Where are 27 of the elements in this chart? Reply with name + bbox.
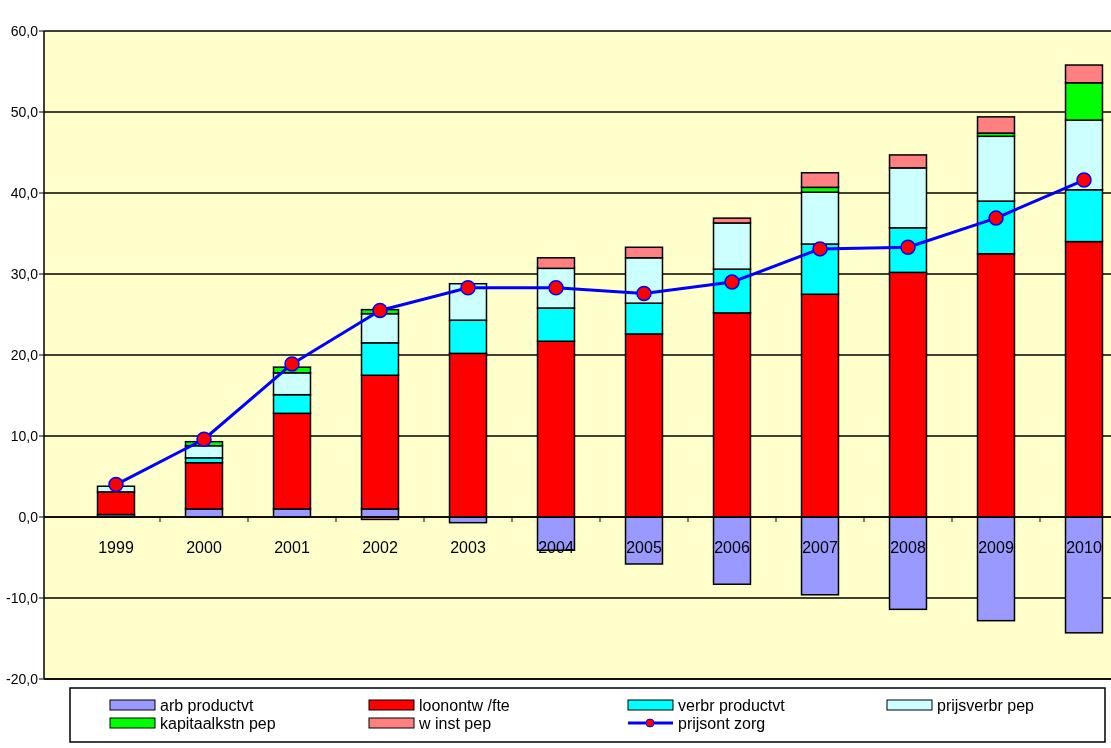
legend-label: loonontw /fte xyxy=(419,696,510,714)
legend-label: prijsverbr pep xyxy=(937,696,1035,714)
x-tick-label: 2001 xyxy=(274,539,310,556)
x-tick-label: 2007 xyxy=(802,539,838,556)
y-tick-label: 60,0 xyxy=(10,23,39,39)
y-tick-label: 30,0 xyxy=(10,266,39,282)
y-tick-label: -10,0 xyxy=(6,590,39,606)
y-tick-label: 20,0 xyxy=(10,347,39,363)
x-tick-label: 2008 xyxy=(890,539,926,556)
y-tick-label: 10,0 xyxy=(10,428,39,444)
x-tick-label: 2006 xyxy=(714,539,750,556)
legend-label: arb productvt xyxy=(160,696,254,714)
x-tick-label: 2003 xyxy=(450,539,486,556)
x-tick-label: 1999 xyxy=(98,539,134,556)
x-tick-label: 2010 xyxy=(1066,539,1102,556)
y-tick-label: 0,0 xyxy=(18,509,39,525)
y-tick-label: 40,0 xyxy=(10,185,39,201)
x-tick-label: 2002 xyxy=(362,539,398,556)
x-tick-label: 2005 xyxy=(626,539,662,556)
legend-label: kapitaalkstn pep xyxy=(160,714,276,732)
legend-label: w inst pep xyxy=(418,714,492,732)
legend-label: prijsont zorg xyxy=(678,714,766,732)
y-tick-label: -20,0 xyxy=(6,671,39,687)
y-tick-label: 50,0 xyxy=(10,104,39,120)
x-tick-label: 2000 xyxy=(186,539,222,556)
legend-label: verbr productvt xyxy=(678,696,786,714)
x-tick-label: 2009 xyxy=(978,539,1014,556)
